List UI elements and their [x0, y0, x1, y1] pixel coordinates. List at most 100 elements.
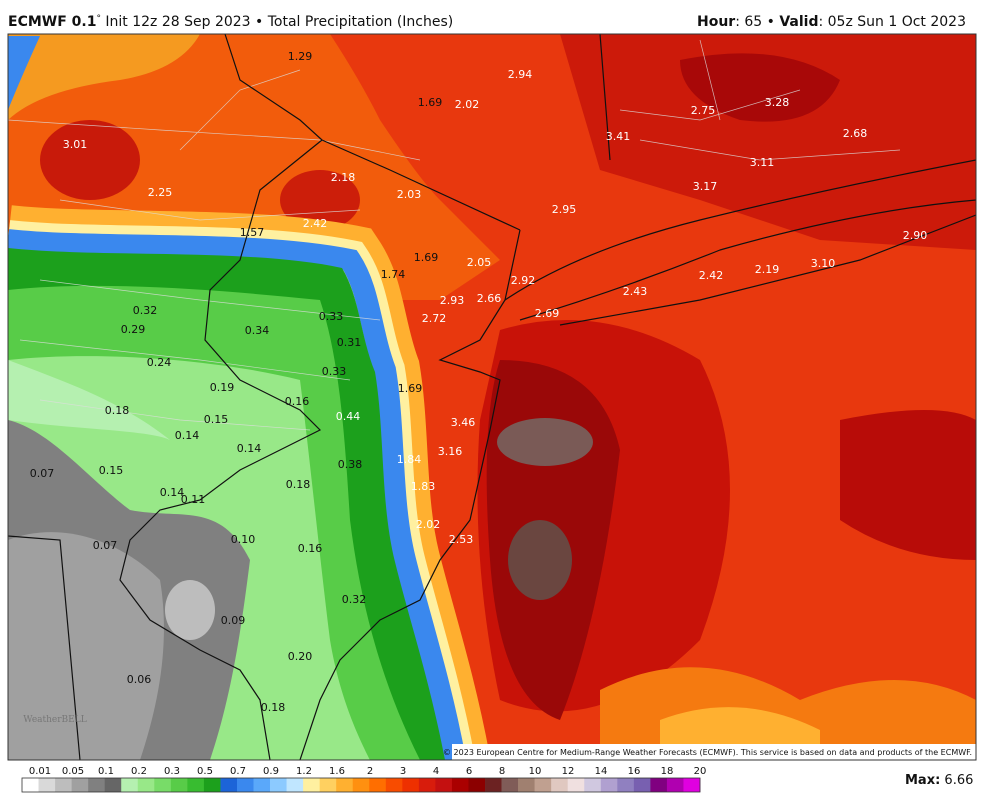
- max-label: Max:: [905, 773, 940, 788]
- field-max: [497, 418, 593, 466]
- value-label: 3.41: [606, 130, 631, 143]
- watermark: WeatherBELL: [23, 715, 86, 725]
- value-label: 0.18: [261, 701, 286, 714]
- value-label: 3.01: [63, 138, 88, 151]
- hour-value: : 65 •: [735, 14, 779, 30]
- legend-swatch: [485, 778, 502, 792]
- legend-tick-label: 1.6: [329, 766, 345, 777]
- field-heavy: [560, 34, 976, 250]
- field-heavy: [280, 170, 360, 230]
- legend-swatch: [187, 778, 205, 792]
- legend-swatch: [270, 778, 287, 792]
- state-border: [8, 535, 81, 760]
- legend-tick-label: 10: [529, 766, 542, 777]
- valid-value: : 05z Sun 1 Oct 2023: [818, 14, 966, 30]
- value-label: 0.38: [338, 458, 363, 471]
- value-label: 2.03: [397, 188, 422, 201]
- legend-swatch: [402, 778, 420, 792]
- legend-tick-label: 0.7: [230, 766, 246, 777]
- band-blue: [8, 229, 466, 760]
- legend-swatch: [650, 778, 668, 792]
- value-label: 2.25: [148, 186, 173, 199]
- legend-swatch: [104, 778, 122, 792]
- value-label: 0.16: [285, 395, 310, 408]
- legend-swatch: [501, 778, 519, 792]
- legend-tick-label: 0.3: [164, 766, 180, 777]
- value-label: 2.43: [623, 285, 648, 298]
- county-borders: [8, 39, 901, 431]
- legend-swatch: [633, 778, 651, 792]
- legend-swatch: [369, 778, 387, 792]
- value-label: 0.20: [288, 650, 313, 663]
- legend-swatch: [551, 778, 569, 792]
- legend-swatch: [154, 778, 172, 792]
- value-label: 0.32: [342, 593, 367, 606]
- legend-swatch: [683, 778, 701, 792]
- value-label: 3.11: [750, 156, 775, 169]
- legend-swatch: [534, 778, 552, 792]
- value-label: 2.72: [422, 312, 447, 325]
- value-label: 2.05: [467, 256, 492, 269]
- value-label: 2.93: [440, 294, 465, 307]
- value-label: 0.14: [175, 429, 200, 442]
- value-label: 0.29: [121, 323, 146, 336]
- legend-frame: [21, 777, 701, 793]
- legend-tick-label: 16: [628, 766, 641, 777]
- value-label: 2.18: [331, 171, 356, 184]
- field-grey-light: [8, 532, 164, 760]
- legend-swatch: [418, 778, 436, 792]
- value-label: 0.14: [237, 442, 262, 455]
- field-light: [8, 34, 200, 120]
- legend-swatch: [38, 778, 56, 792]
- legend-tick-label: 20: [694, 766, 707, 777]
- value-label: 0.16: [298, 542, 323, 555]
- value-label: 1.84: [397, 453, 422, 466]
- value-label: 0.09: [221, 614, 246, 627]
- value-label: 1.74: [381, 268, 406, 281]
- legend-swatch: [88, 778, 105, 792]
- value-label: 3.17: [693, 180, 718, 193]
- value-label: 0.14: [160, 486, 185, 499]
- legend-tick-label: 3: [400, 766, 406, 777]
- legend-tick-label: 4: [433, 766, 439, 777]
- legend-tick-label: 2: [367, 766, 373, 777]
- value-label: 2.02: [416, 518, 441, 531]
- field-green-pale: [8, 360, 170, 440]
- value-label: 2.66: [477, 292, 502, 305]
- legend-swatch: [567, 778, 585, 792]
- legend-swatch: [319, 778, 337, 792]
- legend-swatch: [71, 778, 89, 792]
- value-label: 0.44: [336, 410, 361, 423]
- legend-tick-label: 0.5: [197, 766, 213, 777]
- legend-swatch: [203, 778, 221, 792]
- value-label: 2.42: [303, 217, 328, 230]
- value-label: 0.33: [319, 310, 344, 323]
- legend-tick-label: 0.05: [62, 766, 84, 777]
- value-label: 0.07: [30, 467, 55, 480]
- value-label: 1.69: [418, 96, 443, 109]
- legend-swatch: [22, 778, 39, 792]
- legend-swatch: [451, 778, 469, 792]
- value-label: 0.18: [105, 404, 130, 417]
- field-grey-lighter: [165, 580, 215, 640]
- legend-swatch: [137, 778, 155, 792]
- legend-tick-label: 0.01: [29, 766, 51, 777]
- field-heavier: [680, 53, 840, 122]
- value-label: 0.19: [210, 381, 235, 394]
- legend-tick-label: 0.1: [98, 766, 114, 777]
- value-label: 1.83: [411, 480, 436, 493]
- value-label: 2.69: [535, 307, 560, 320]
- legend-tick-label: 6: [466, 766, 472, 777]
- value-label: 1.57: [240, 226, 265, 239]
- value-label: 2.68: [843, 127, 868, 140]
- legend-swatch: [55, 778, 72, 792]
- model: ECMWF 0.1: [8, 14, 96, 30]
- legend-swatch: [385, 778, 403, 792]
- legend-tick-label: 18: [661, 766, 674, 777]
- value-label: 2.90: [903, 229, 928, 242]
- max: Max: 6.66: [905, 773, 973, 788]
- header-left: ECMWF 0.1° Init 12z 28 Sep 2023 • Total …: [8, 14, 453, 30]
- valid-label: Valid: [779, 14, 818, 30]
- value-label: 0.15: [204, 413, 229, 426]
- legend-swatch: [336, 778, 354, 792]
